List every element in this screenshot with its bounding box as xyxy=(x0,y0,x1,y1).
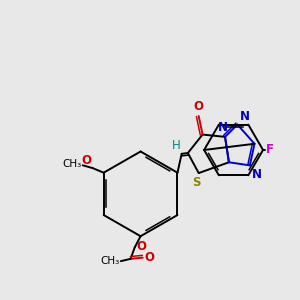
Text: O: O xyxy=(194,100,204,113)
Text: N: N xyxy=(240,110,250,123)
Text: CH₃: CH₃ xyxy=(62,159,82,169)
Text: O: O xyxy=(144,251,154,264)
Text: O: O xyxy=(136,240,146,253)
Text: H: H xyxy=(172,139,180,152)
Text: F: F xyxy=(266,143,274,157)
Text: CH₃: CH₃ xyxy=(100,256,120,266)
Text: S: S xyxy=(193,176,201,189)
Text: N: N xyxy=(218,121,228,134)
Text: O: O xyxy=(81,154,91,167)
Text: N: N xyxy=(252,168,262,181)
